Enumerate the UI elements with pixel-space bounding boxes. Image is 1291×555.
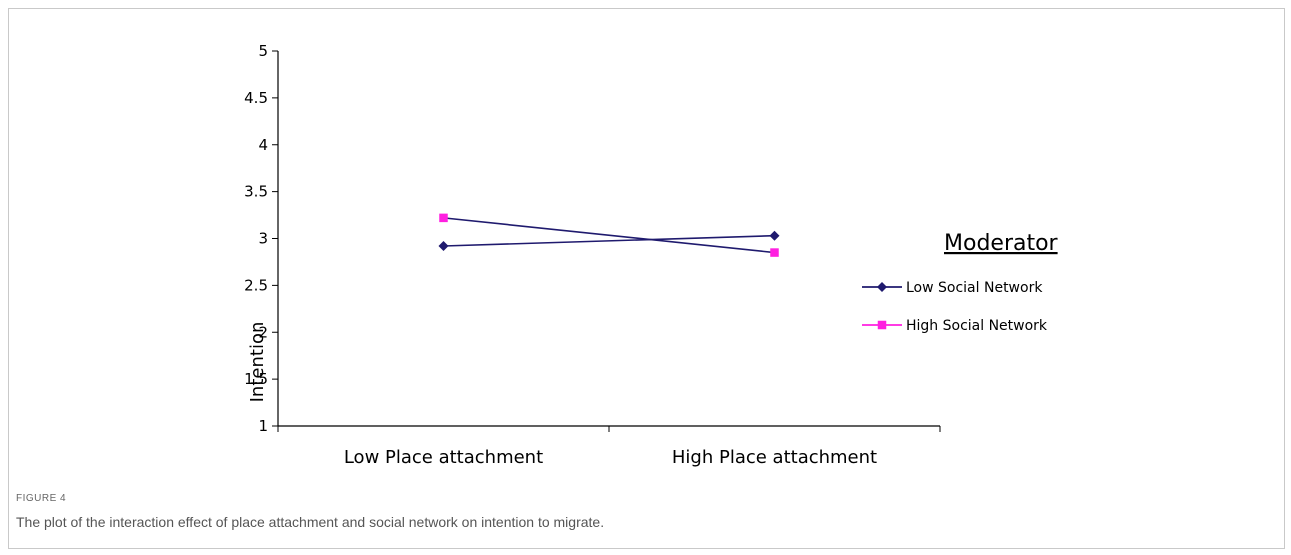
series-line <box>444 218 775 253</box>
data-point <box>770 248 779 257</box>
y-tick-label: 2.5 <box>244 276 268 294</box>
legend-marker <box>877 282 887 292</box>
data-point <box>439 241 449 251</box>
y-axis-label: Intention <box>247 322 268 403</box>
y-tick-label: 4.5 <box>244 89 268 107</box>
legend-label: High Social Network <box>906 318 1048 334</box>
legend-marker <box>878 321 887 330</box>
y-tick-label: 5 <box>258 42 268 60</box>
chart-legend: Low Social Network High Social Network <box>862 280 1048 334</box>
data-point <box>770 231 780 241</box>
legend-label: Low Social Network <box>906 280 1043 296</box>
figure-caption: The plot of the interaction effect of pl… <box>16 514 604 530</box>
x-tick-label: High Place attachment <box>672 447 877 468</box>
data-point <box>439 214 448 223</box>
x-tick-label: Low Place attachment <box>344 447 543 468</box>
x-tick-labels: Low Place attachment High Place attachmen… <box>344 447 877 468</box>
series-line <box>444 236 775 246</box>
interaction-chart: 11.522.533.544.55 Low Place attachment Hi… <box>0 0 1291 490</box>
y-tick-label: 1 <box>258 417 268 435</box>
y-tick-label: 3 <box>258 230 268 248</box>
legend-title: Moderator <box>944 231 1059 256</box>
y-tick-label: 3.5 <box>244 183 268 201</box>
y-tick-label: 4 <box>258 136 268 154</box>
figure-label: FIGURE 4 <box>16 493 66 504</box>
chart-series <box>439 214 780 257</box>
